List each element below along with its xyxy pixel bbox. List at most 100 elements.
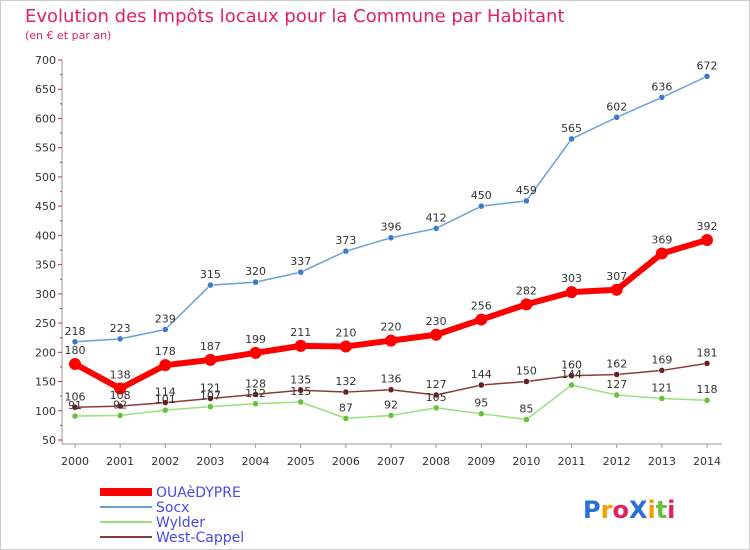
data-point: [342, 388, 350, 396]
data-point: [478, 202, 485, 210]
x-tick-label: 2011: [558, 455, 586, 468]
data-label: 315: [200, 268, 221, 281]
data-point: [701, 234, 713, 247]
data-point: [252, 278, 259, 286]
x-tick-label: 2012: [603, 455, 631, 468]
data-point: [387, 234, 395, 241]
data-point: [162, 326, 169, 333]
x-tick-label: 2013: [648, 455, 676, 468]
legend-label: Socx: [156, 500, 189, 516]
data-label: 128: [245, 377, 266, 390]
y-tick-label: 550: [35, 142, 56, 155]
data-point: [703, 360, 711, 367]
data-label: 118: [697, 383, 718, 396]
data-point: [565, 286, 578, 299]
data-point: [297, 268, 304, 276]
data-label: 565: [561, 122, 582, 135]
axes: 50 100 150 200 250 300 350 400 450 500 550 600 650 70…: [35, 54, 722, 468]
data-point: [478, 410, 485, 417]
data-label: 187: [200, 340, 221, 353]
y-tick-label: 600: [35, 112, 56, 125]
data-label: 211: [290, 326, 311, 339]
data-label: 450: [471, 189, 492, 202]
data-label: 108: [110, 389, 131, 402]
data-point: [207, 403, 214, 410]
y-tick-label: 400: [35, 229, 56, 242]
data-label: 127: [426, 378, 447, 391]
data-label: 121: [651, 381, 672, 394]
data-point: [342, 247, 350, 255]
data-label: 92: [113, 398, 127, 411]
data-label: 307: [606, 270, 627, 283]
data-label: 136: [381, 373, 402, 386]
data-label: 373: [335, 234, 356, 247]
x-tick-label: 2009: [467, 455, 495, 468]
legend-label: West-Cappel: [156, 530, 244, 546]
data-point: [71, 338, 79, 346]
data-point: [71, 412, 79, 420]
data-label: 636: [651, 80, 672, 93]
data-point: [207, 395, 214, 402]
data-point: [207, 281, 214, 289]
data-point: [658, 94, 666, 101]
data-label: 392: [697, 220, 718, 233]
data-point: [568, 372, 575, 379]
data-label: 135: [290, 373, 311, 386]
data-point: [523, 197, 530, 205]
data-label: 672: [697, 59, 718, 72]
data-label: 127: [606, 378, 627, 391]
data-point: [71, 404, 79, 411]
data-label: 303: [561, 272, 582, 285]
x-tick-label: 2005: [287, 455, 315, 468]
data-point: [568, 135, 575, 143]
chart-title: Evolution des Impôts locaux pour la Comm…: [25, 6, 565, 27]
data-label: 282: [516, 284, 537, 297]
data-point: [478, 381, 485, 389]
chart-subtitle: (en € et par an): [25, 29, 111, 42]
data-label: 121: [200, 381, 221, 394]
data-point: [204, 353, 217, 366]
data-label: 210: [335, 326, 356, 339]
x-tick-label: 2008: [422, 455, 450, 468]
data-point: [339, 340, 352, 353]
data-point: [658, 367, 666, 374]
data-point: [252, 400, 259, 408]
data-point: [69, 358, 81, 370]
data-label: 220: [381, 321, 402, 334]
data-point: [385, 334, 397, 347]
data-point: [162, 399, 169, 406]
data-label: 106: [65, 390, 86, 403]
y-tick-label: 150: [35, 376, 56, 389]
data-point: [432, 404, 440, 412]
series-layer: [69, 73, 713, 423]
data-label: 369: [651, 234, 672, 247]
data-label: 337: [290, 255, 311, 268]
data-point: [703, 73, 711, 80]
data-point: [249, 346, 262, 359]
x-tick-label: 2014: [693, 455, 721, 468]
data-label: 320: [245, 265, 266, 278]
y-tick-label: 100: [35, 405, 56, 418]
legend-label: OUAèDYPRE: [156, 485, 241, 501]
data-point: [114, 382, 127, 395]
data-point: [387, 412, 395, 419]
data-label: 144: [471, 368, 492, 381]
data-label: 150: [516, 365, 537, 378]
data-label: 101: [155, 393, 176, 406]
data-point: [475, 313, 488, 326]
data-label: 112: [245, 387, 266, 400]
data-point: [297, 387, 304, 394]
data-label: 92: [384, 398, 398, 411]
data-label: 178: [155, 345, 176, 358]
data-label: 91: [68, 399, 82, 412]
data-label: 160: [561, 359, 582, 372]
x-tick-label: 2001: [106, 455, 134, 468]
data-label: 602: [606, 100, 627, 113]
data-label: 230: [426, 315, 447, 328]
x-tick-label: 2003: [196, 455, 224, 468]
data-label: 115: [290, 385, 311, 398]
data-label: 223: [110, 322, 131, 335]
